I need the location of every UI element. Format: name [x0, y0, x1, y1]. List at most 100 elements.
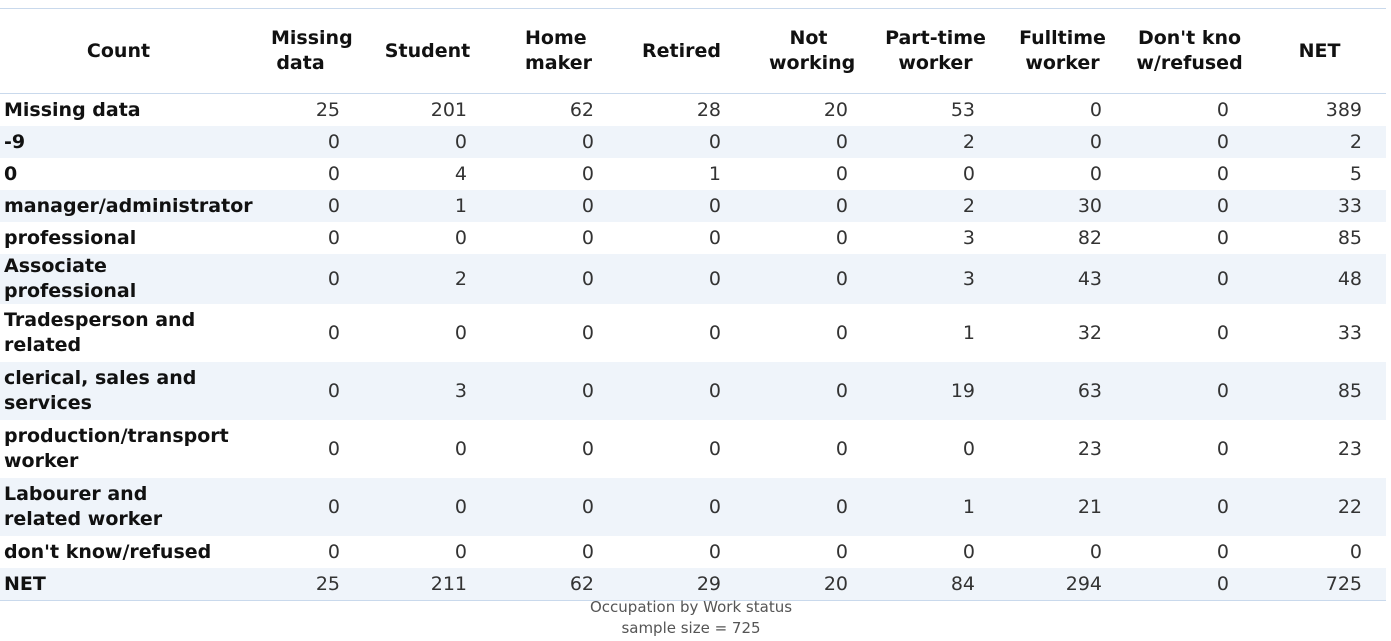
crosstab-table: Count Missing data Student Home maker Re… — [0, 8, 1386, 601]
table-row: NET 25 211 62 29 20 84 294 0 725 — [0, 568, 1386, 601]
table-row: -9 0 0 0 0 0 2 0 0 2 — [0, 126, 1386, 158]
table-row: clerical, sales and services 0 3 0 0 0 19 63 0 85 — [0, 362, 1386, 420]
cell-value: 0 — [1089, 98, 1102, 121]
cell-value: 30 — [1077, 194, 1102, 217]
cell-value: 53 — [950, 98, 975, 121]
cell-value: 0 — [835, 495, 848, 518]
cell-value: 0 — [1216, 540, 1229, 563]
cell-value: 25 — [315, 98, 340, 121]
table-row: Tradesperson and related 0 0 0 0 0 1 32 0 33 — [0, 304, 1386, 362]
cell-value: 23 — [1077, 437, 1102, 460]
table-row: don't know/refused 0 0 0 0 0 0 0 0 0 — [0, 536, 1386, 568]
cell-value: 5 — [1349, 162, 1362, 185]
row-label: don't know/refused — [4, 540, 212, 563]
cell-value: 28 — [696, 98, 721, 121]
cell-value: 0 — [1216, 379, 1229, 402]
row-label: 0 — [4, 162, 18, 185]
cell-value: 85 — [1337, 226, 1362, 249]
cell-value: 32 — [1077, 321, 1102, 344]
cell-value: 0 — [1216, 572, 1229, 595]
row-label: Associate professional — [4, 255, 137, 302]
table-caption: Occupation by Work status sample size = … — [0, 597, 1382, 639]
cell-value: 0 — [327, 379, 340, 402]
cell-value: 2 — [962, 130, 975, 153]
cell-value: 25 — [315, 572, 340, 595]
table-body: Missing data 25 201 62 28 20 53 0 0 389 -9 0 0 0 0 0 2 0 0… — [0, 94, 1386, 601]
cell-value: 84 — [950, 572, 975, 595]
cell-value: 19 — [950, 379, 975, 402]
cell-value: 0 — [708, 130, 721, 153]
cell-value: 0 — [1216, 321, 1229, 344]
cell-value: 0 — [1216, 267, 1229, 290]
row-label: Missing data — [4, 98, 141, 121]
cell-value: 0 — [708, 379, 721, 402]
cell-value: 33 — [1337, 194, 1362, 217]
cell-value: 0 — [708, 194, 721, 217]
cell-value: 0 — [1089, 162, 1102, 185]
cell-value: 0 — [327, 540, 340, 563]
cell-value: 0 — [1216, 130, 1229, 153]
cell-value: 2 — [1349, 130, 1362, 153]
cell-value: 0 — [708, 540, 721, 563]
cell-value: 0 — [835, 321, 848, 344]
cell-value: 43 — [1077, 267, 1102, 290]
cell-value: 0 — [1216, 98, 1229, 121]
cell-value: 21 — [1077, 495, 1102, 518]
column-header-dont-know-refused: Don't know/refused — [1136, 27, 1243, 74]
cell-value: 725 — [1325, 572, 1362, 595]
cell-value: 0 — [327, 437, 340, 460]
cell-value: 0 — [327, 194, 340, 217]
cell-value: 0 — [835, 226, 848, 249]
cell-value: 4 — [454, 162, 467, 185]
table-row: professional 0 0 0 0 0 3 82 0 85 — [0, 222, 1386, 254]
crosstab-table-container: Count Missing data Student Home maker Re… — [0, 8, 1386, 601]
cell-value: 0 — [454, 321, 467, 344]
row-label: clerical, sales and services — [4, 367, 197, 414]
cell-value: 0 — [1216, 437, 1229, 460]
cell-value: 0 — [835, 162, 848, 185]
cell-value: 23 — [1337, 437, 1362, 460]
cell-value: 0 — [454, 495, 467, 518]
column-header-missing-data: Missing data — [271, 27, 353, 74]
cell-value: 0 — [708, 495, 721, 518]
cell-value: 1 — [962, 495, 975, 518]
cell-value: 0 — [581, 437, 594, 460]
column-header-net: NET — [1298, 39, 1341, 62]
cell-value: 0 — [581, 321, 594, 344]
cell-value: 0 — [327, 267, 340, 290]
cell-value: 0 — [454, 130, 467, 153]
cell-value: 0 — [1089, 540, 1102, 563]
cell-value: 0 — [1216, 226, 1229, 249]
column-header-retired: Retired — [642, 39, 721, 62]
row-label: -9 — [4, 130, 26, 153]
cell-value: 2 — [962, 194, 975, 217]
cell-value: 0 — [962, 162, 975, 185]
cell-value: 0 — [581, 379, 594, 402]
cell-value: 82 — [1077, 226, 1102, 249]
cell-value: 0 — [1089, 130, 1102, 153]
cell-value: 389 — [1325, 98, 1362, 121]
table-row: Labourer and related worker 0 0 0 0 0 1 21 0 22 — [0, 478, 1386, 536]
cell-value: 0 — [581, 540, 594, 563]
cell-value: 0 — [581, 194, 594, 217]
cell-value: 0 — [708, 437, 721, 460]
cell-value: 0 — [835, 437, 848, 460]
cell-value: 29 — [696, 572, 721, 595]
column-header-fulltime-worker: Fulltime worker — [1019, 27, 1106, 74]
cell-value: 0 — [962, 437, 975, 460]
column-header-student: Student — [384, 39, 471, 62]
caption-title: Occupation by Work status — [589, 598, 793, 616]
cell-value: 294 — [1065, 572, 1102, 595]
cell-value: 0 — [835, 194, 848, 217]
cell-value: 85 — [1337, 379, 1362, 402]
cell-value: 0 — [835, 267, 848, 290]
cell-value: 0 — [835, 379, 848, 402]
corner-header: Count — [86, 39, 151, 62]
table-row: production/transport worker 0 0 0 0 0 0 23 0 23 — [0, 420, 1386, 478]
cell-value: 0 — [708, 321, 721, 344]
cell-value: 0 — [581, 130, 594, 153]
cell-value: 0 — [1349, 540, 1362, 563]
cell-value: 33 — [1337, 321, 1362, 344]
row-label: professional — [4, 226, 137, 249]
table-row: 0 0 4 0 1 0 0 0 0 5 — [0, 158, 1386, 190]
